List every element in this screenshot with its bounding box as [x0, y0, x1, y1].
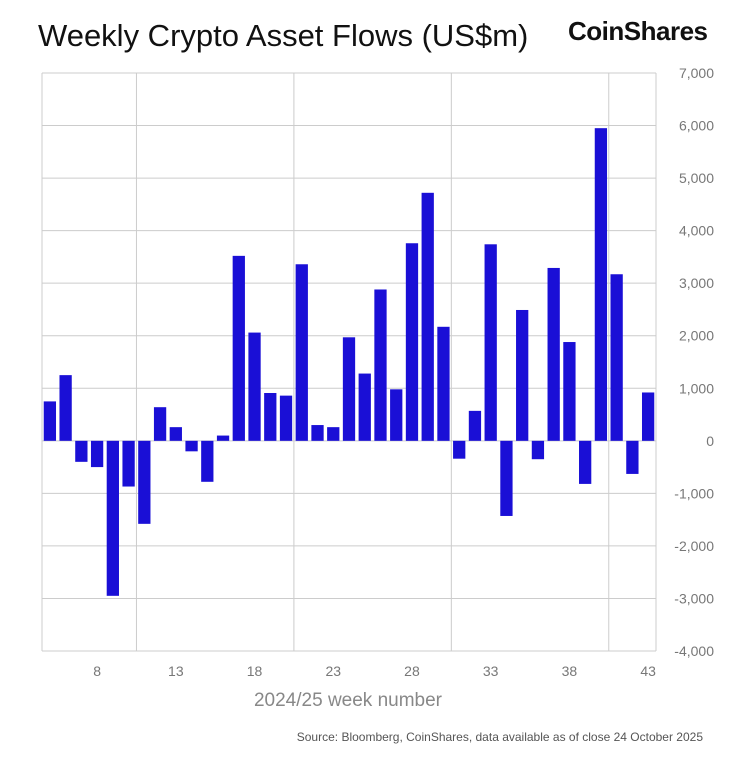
y-tick-label: -2,000 — [674, 538, 714, 554]
bar-week-22 — [311, 425, 324, 441]
bar-week-18 — [248, 332, 261, 441]
y-tick-label: 7,000 — [679, 65, 714, 81]
x-tick-label: 8 — [93, 663, 101, 679]
bar-week-24 — [342, 337, 356, 441]
bar-week-26 — [374, 289, 387, 441]
bar-week-25 — [358, 373, 371, 441]
x-tick-label: 13 — [168, 663, 184, 679]
bar-week-9 — [106, 440, 119, 596]
coinshares-logo: CoinShares — [568, 16, 708, 46]
bar-week-41 — [610, 274, 623, 441]
bar-week-32 — [468, 410, 482, 441]
y-tick-label: 2,000 — [679, 328, 714, 344]
bar-week-21 — [295, 264, 308, 441]
bar-week-34 — [500, 440, 513, 516]
bar-week-35 — [516, 309, 529, 441]
bar-layer — [43, 128, 655, 596]
bar-week-8 — [90, 440, 104, 468]
bar-week-37 — [547, 267, 560, 441]
bar-week-42 — [626, 440, 639, 474]
x-tick-label: 38 — [562, 663, 578, 679]
x-axis-title: 2024/25 week number — [254, 690, 443, 711]
y-tick-label: 5,000 — [679, 170, 714, 186]
source-note: Source: Bloomberg, CoinShares, data avai… — [296, 730, 703, 744]
y-tick-label: 0 — [706, 433, 714, 449]
bar-week-40 — [594, 128, 608, 441]
bar-week-10 — [122, 440, 135, 487]
bar-week-20 — [279, 395, 293, 441]
bar-week-28 — [405, 243, 419, 441]
y-tick-label: 1,000 — [679, 380, 714, 396]
bar-week-14 — [185, 440, 198, 452]
y-tick-label: -1,000 — [674, 485, 714, 501]
bar-week-23 — [327, 427, 340, 441]
bar-week-12 — [153, 407, 167, 441]
bar-week-31 — [453, 440, 466, 459]
bar-week-6 — [59, 375, 72, 441]
bar-week-27 — [390, 389, 403, 441]
y-tick-label: -3,000 — [674, 590, 714, 606]
bar-week-29 — [421, 192, 434, 441]
y-tick-label: -4,000 — [674, 643, 714, 659]
x-tick-label: 18 — [247, 663, 263, 679]
bar-week-30 — [437, 326, 450, 441]
y-tick-label: 6,000 — [679, 118, 714, 134]
bar-week-38 — [563, 342, 576, 441]
x-tick-label: 23 — [325, 663, 341, 679]
bar-week-17 — [232, 255, 245, 441]
bar-week-39 — [579, 440, 592, 484]
bar-week-43 — [641, 392, 655, 441]
bar-week-7 — [75, 440, 88, 462]
y-tick-label: 4,000 — [679, 223, 714, 239]
chart-title: Weekly Crypto Asset Flows (US$m) — [38, 18, 529, 53]
axis-layer: -4,000 -3,000 -2,000 -1,000 0 1,000 2,000 3,000… — [93, 65, 714, 711]
bar-week-11 — [138, 440, 151, 524]
bar-week-13 — [169, 427, 182, 441]
bar-week-33 — [484, 244, 497, 441]
x-tick-label: 28 — [404, 663, 420, 679]
bar-week-19 — [264, 393, 277, 441]
bar-week-15 — [201, 440, 214, 482]
x-tick-label: 43 — [640, 663, 656, 679]
x-tick-label: 33 — [483, 663, 499, 679]
bar-week-5 — [43, 401, 57, 441]
y-tick-label: 3,000 — [679, 275, 714, 291]
bar-week-16 — [216, 435, 230, 441]
bar-week-36 — [531, 440, 545, 460]
